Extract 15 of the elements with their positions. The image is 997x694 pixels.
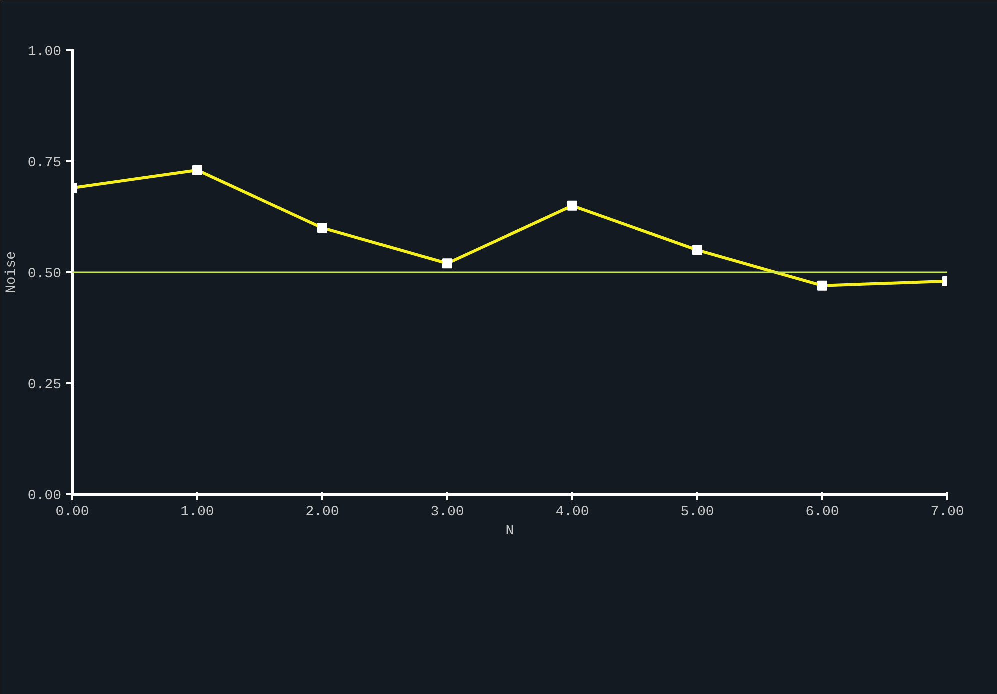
x-tick-label: 7.00 — [930, 504, 964, 520]
x-axis-title: N — [506, 524, 514, 540]
y-tick-label: 1.00 — [28, 44, 62, 60]
x-tick-label: 2.00 — [306, 504, 340, 520]
x-tick-label: 3.00 — [430, 504, 464, 520]
y-tick-label: 0.00 — [28, 488, 62, 504]
x-tick-label: 0.00 — [56, 504, 90, 520]
y-tick-label: 0.75 — [28, 156, 62, 172]
y-axis-title: Noise — [4, 251, 20, 294]
y-tick-label: 0.25 — [28, 378, 62, 394]
x-tick-label: 1.00 — [180, 504, 214, 520]
x-tick-label: 5.00 — [680, 504, 714, 520]
x-tick-label: 6.00 — [806, 504, 840, 520]
x-tick-label: 4.00 — [556, 504, 590, 520]
y-tick-label: 0.50 — [28, 266, 62, 282]
